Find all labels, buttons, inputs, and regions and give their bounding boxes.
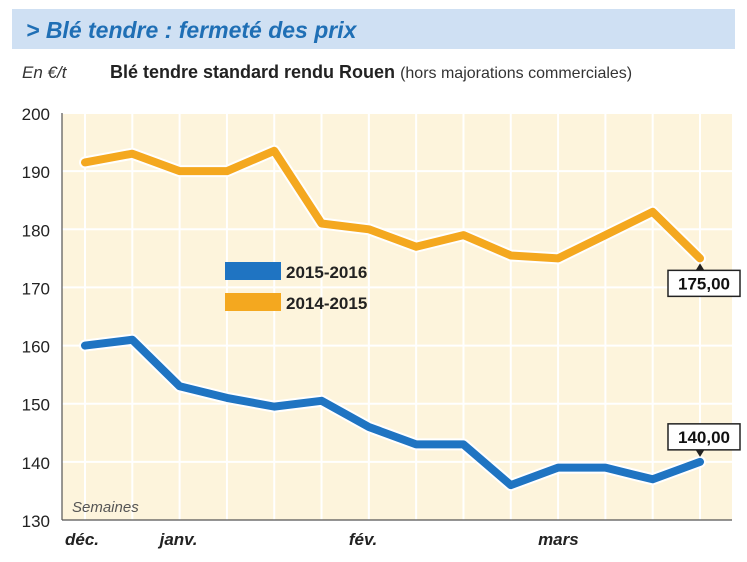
y-tick-label: 160 [22, 338, 50, 357]
y-tick-label: 150 [22, 396, 50, 415]
value-callout-box [667, 423, 741, 451]
y-tick-label: 170 [22, 279, 50, 298]
chart-subtitle: (hors majorations commerciales) [400, 65, 633, 82]
x-tick-label: mars [538, 530, 579, 549]
callout-pointer [695, 448, 705, 457]
x-tick-label: fév. [349, 530, 377, 549]
y-tick-label: 190 [22, 163, 50, 182]
header-banner: > Blé tendre : fermeté des prix [12, 9, 735, 49]
legend-swatch [225, 262, 281, 280]
value-callout-box [667, 269, 741, 298]
legend-label: 2014-2015 [286, 294, 367, 313]
x-axis-label: Semaines [72, 499, 139, 516]
legend-swatch [225, 293, 281, 311]
x-tick-label: déc. [65, 530, 99, 549]
y-tick-label: 140 [22, 454, 50, 473]
value-callout-label: 175,00 [678, 274, 730, 293]
plot-background [62, 113, 732, 520]
legend-label: 2015-2016 [286, 263, 367, 282]
value-callout-label: 140,00 [678, 428, 730, 447]
y-axis-unit-label: En €/t [22, 63, 67, 82]
series-line-2014-2015 [81, 146, 704, 263]
series-line-2015-2016 [81, 335, 704, 490]
y-tick-label: 200 [22, 105, 50, 124]
y-tick-label: 130 [22, 512, 50, 531]
chart-title: Blé tendre standard rendu Rouen [110, 62, 396, 82]
header-title: > Blé tendre : fermeté des prix [26, 17, 357, 43]
y-tick-label: 180 [22, 221, 50, 240]
callout-pointer [695, 263, 705, 272]
x-tick-label: janv. [158, 530, 198, 549]
chart-title-block: Blé tendre standard rendu Rouen (hors ma… [110, 62, 632, 83]
